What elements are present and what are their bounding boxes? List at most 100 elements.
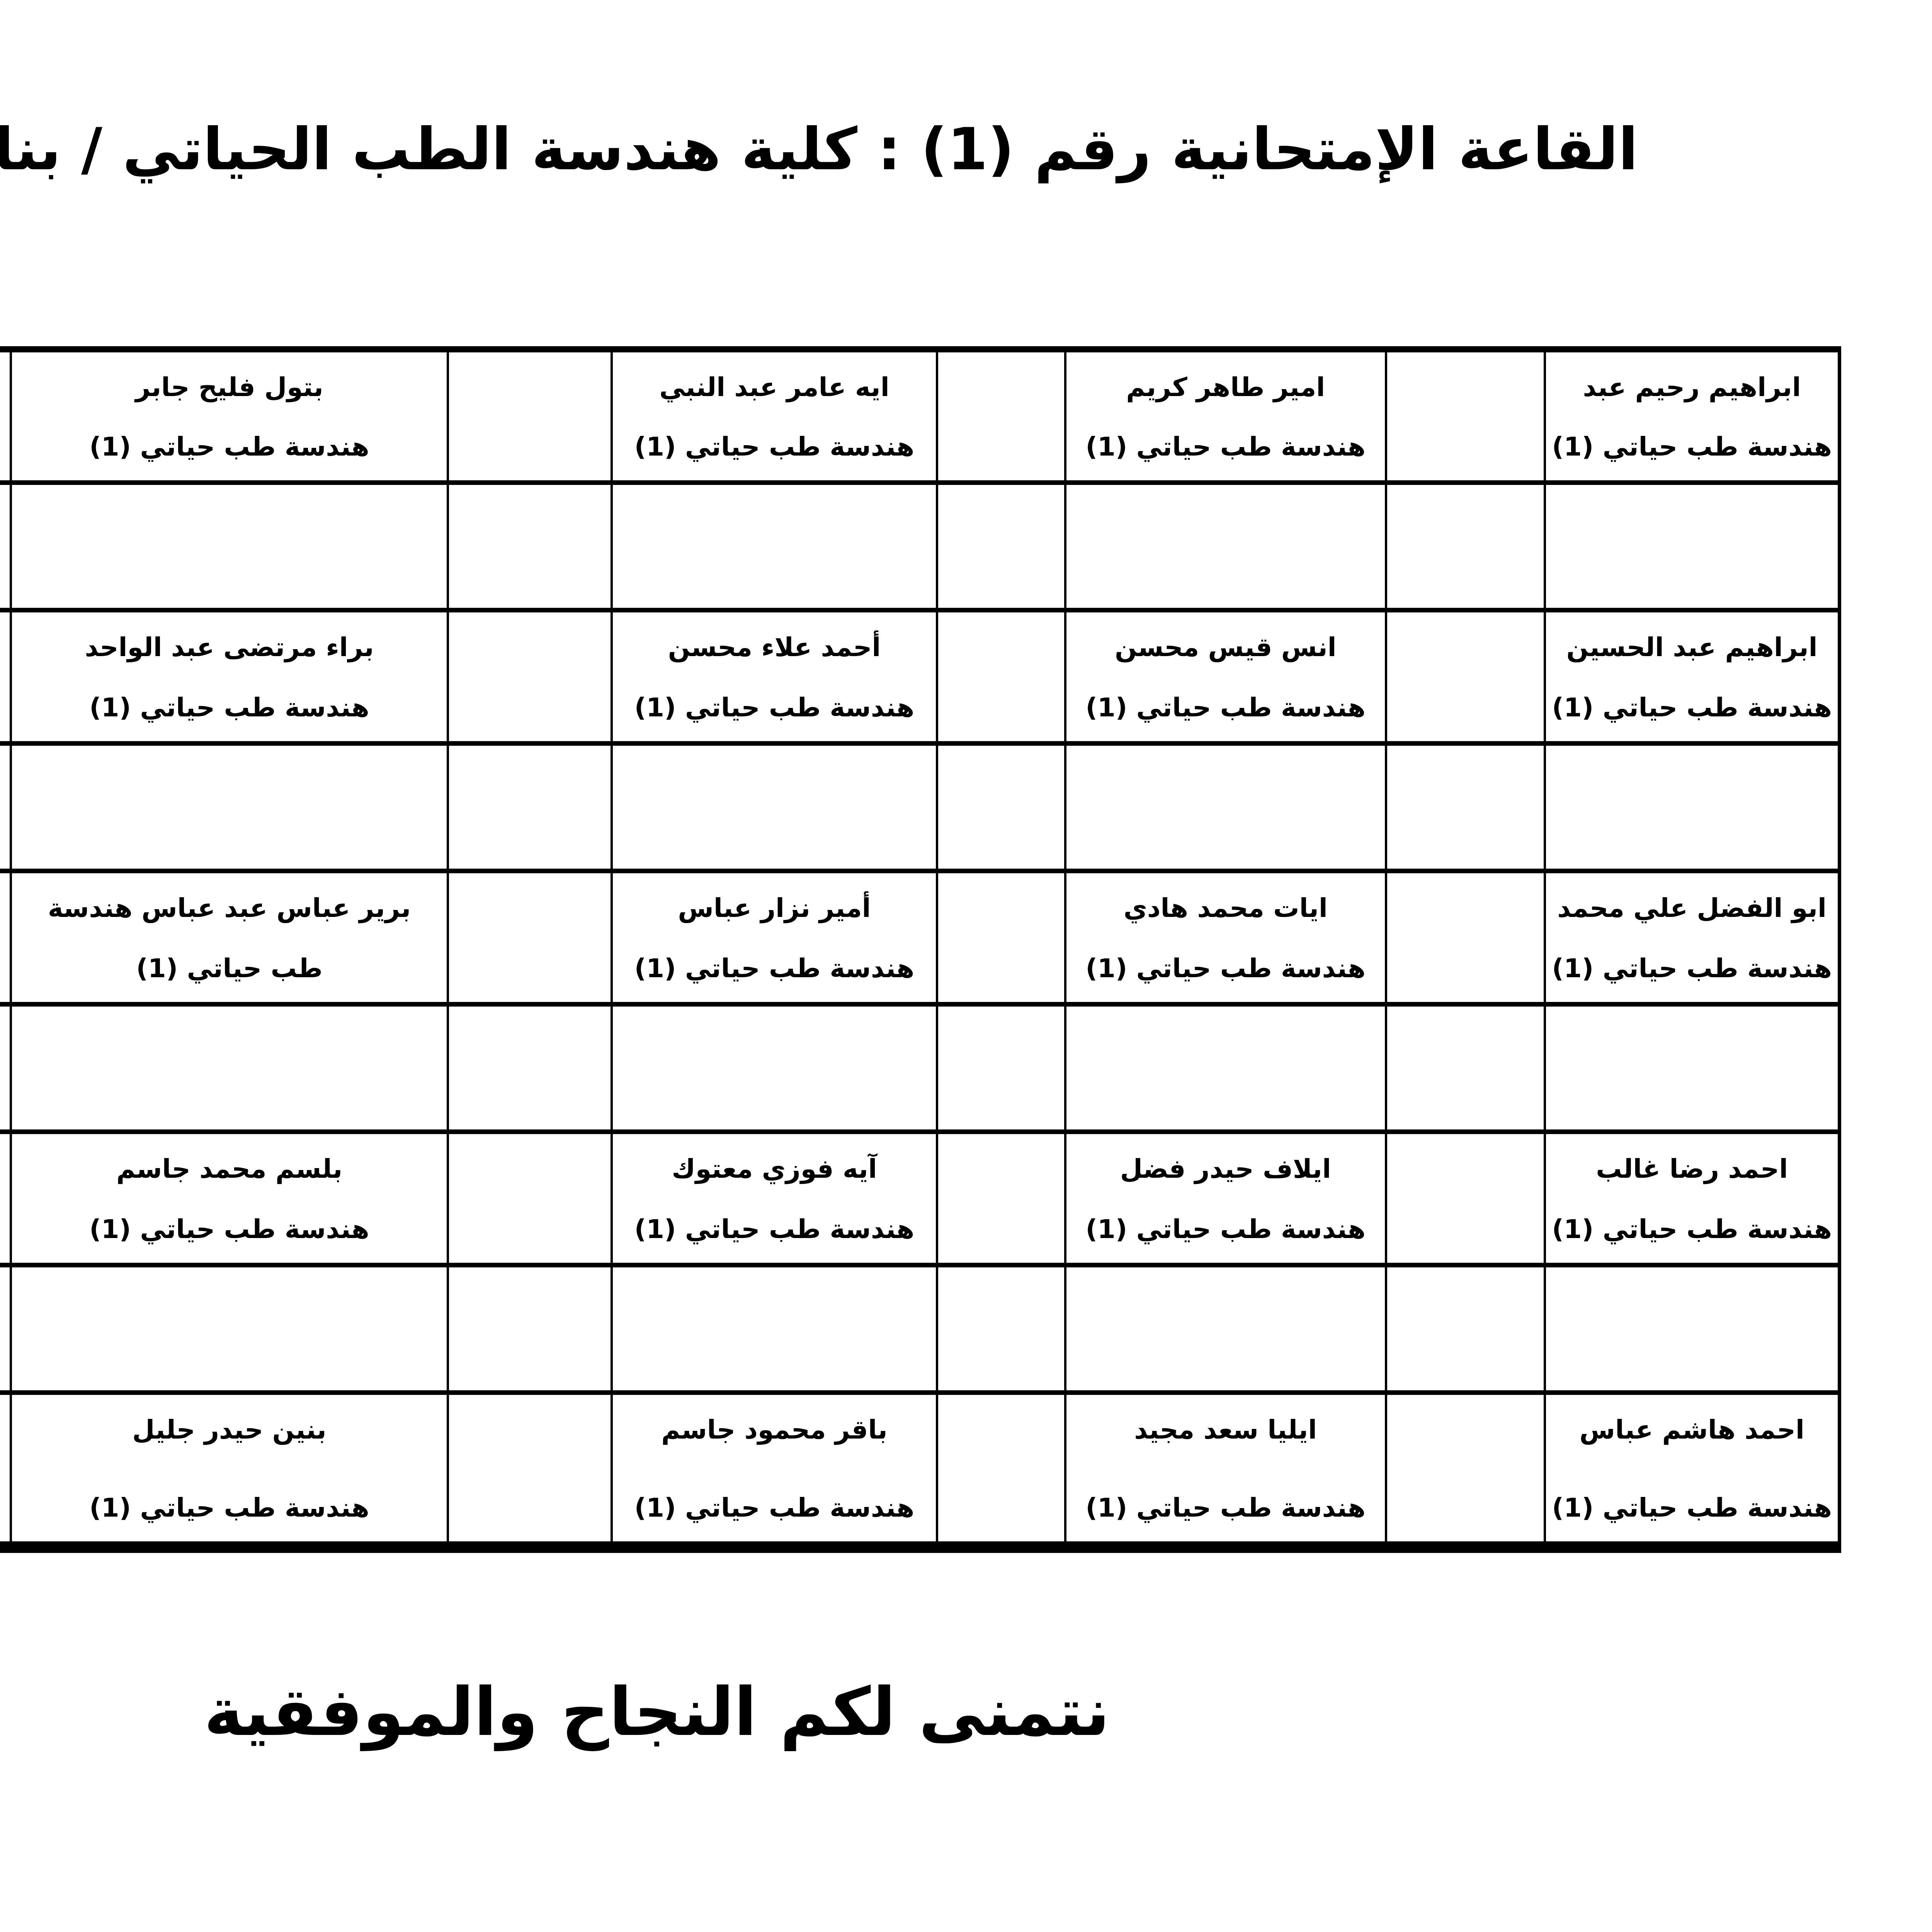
empty-cell (10, 480, 449, 612)
course-label: هندسة طب حياتي (1) (1085, 431, 1366, 462)
seat-cell: ايات محمد هادي هندسة طب حياتي (1) (1064, 869, 1387, 1007)
empty-cell (446, 347, 613, 485)
seats-row: ابراهيم رحيم عبد هندسة طب حياتي (1) امير ط… (0, 347, 1841, 485)
student-name: بنين حيدر جليل (132, 1415, 327, 1445)
student-name: ايلاف حيدر فضل (1120, 1154, 1331, 1184)
course-label: هندسة طب حياتي (1) (1552, 692, 1832, 723)
empty-cell (1544, 741, 1841, 873)
empty-cell (936, 608, 1066, 746)
spacer-row (0, 480, 1841, 612)
student-name: احمد رضا غالب (1596, 1154, 1788, 1184)
seats-row: ابراهيم عبد الحسين هندسة طب حياتي (1) انس … (0, 608, 1841, 746)
seat-cell-content: ايه عامر عبد النبي هندسة طب حياتي (1) (614, 354, 935, 478)
student-name: ابراهيم عبد الحسين (1566, 632, 1818, 662)
course-label: هندسة طب حياتي (1) (1552, 1492, 1832, 1523)
empty-cell (611, 480, 939, 612)
course-label: هندسة طب حياتي (1) (1552, 953, 1832, 983)
spacer-row (0, 741, 1841, 873)
seat-cell: أمير نزار عباس هندسة طب حياتي (1) (611, 869, 939, 1007)
seat-cell-content: احمد هاشم عباس هندسة طب حياتي (1) (1547, 1397, 1837, 1541)
empty-cell (446, 480, 613, 612)
empty-cell (1384, 1263, 1546, 1395)
course-label: طب حياتي (1) (136, 953, 323, 983)
empty-cell (0, 1390, 12, 1549)
seats-row: احمد هاشم عباس هندسة طب حياتي (1) ايليا سع… (0, 1390, 1841, 1549)
empty-cell (1384, 1390, 1546, 1549)
empty-cell (1384, 347, 1546, 485)
seat-cell-content: باقر محمود جاسم هندسة طب حياتي (1) (614, 1397, 935, 1541)
student-name: انس قيس محسن (1114, 632, 1337, 662)
empty-cell (936, 869, 1066, 1007)
empty-cell (1064, 741, 1387, 873)
seat-cell-content: ابراهيم عبد الحسين هندسة طب حياتي (1) (1547, 615, 1837, 739)
student-name: امير طاهر كريم (1126, 372, 1325, 402)
seat-cell: باقر محمود جاسم هندسة طب حياتي (1) (611, 1390, 939, 1549)
seat-cell: ابراهيم رحيم عبد هندسة طب حياتي (1) (1544, 347, 1841, 485)
seat-cell: بلسم محمد جاسم هندسة طب حياتي (1) (10, 1129, 449, 1267)
course-label: هندسة طب حياتي (1) (89, 1492, 369, 1523)
empty-cell (1064, 1002, 1387, 1134)
spacer-row (0, 1263, 1841, 1395)
seat-cell: برير عباس عبد عباس هندسة طب حياتي (1) (10, 869, 449, 1007)
page-title: القاعة الإمتحانية رقم (1) : كلية هندسة ا… (0, 116, 1638, 183)
empty-cell (936, 347, 1066, 485)
seat-cell: ايليا سعد مجيد هندسة طب حياتي (1) (1064, 1390, 1387, 1549)
seat-cell-content: ايليا سعد مجيد هندسة طب حياتي (1) (1068, 1397, 1384, 1541)
seat-cell-content: بلسم محمد جاسم هندسة طب حياتي (1) (13, 1136, 446, 1260)
course-label: هندسة طب حياتي (1) (634, 1492, 915, 1523)
course-label: هندسة طب حياتي (1) (634, 692, 915, 723)
seating-table-body: ابراهيم رحيم عبد هندسة طب حياتي (1) امير ط… (0, 347, 1841, 1549)
seat-cell: بتول فليح جابر هندسة طب حياتي (1) (10, 347, 449, 485)
seat-cell: بنين حيدر جليل هندسة طب حياتي (1) (10, 1390, 449, 1549)
empty-cell (936, 480, 1066, 612)
seat-cell: ابو الفضل علي محمد هندسة طب حياتي (1) (1544, 869, 1841, 1007)
seat-cell-content: أحمد علاء محسن هندسة طب حياتي (1) (614, 615, 935, 739)
student-name: باقر محمود جاسم (661, 1415, 888, 1445)
empty-cell (611, 1002, 939, 1134)
empty-cell (1384, 608, 1546, 746)
empty-cell (936, 741, 1066, 873)
empty-cell (1384, 480, 1546, 612)
seat-cell: آيه فوزي معتوك هندسة طب حياتي (1) (611, 1129, 939, 1267)
student-name: ايليا سعد مجيد (1134, 1415, 1317, 1445)
seat-cell-content: ايلاف حيدر فضل هندسة طب حياتي (1) (1068, 1136, 1384, 1260)
seat-cell-content: بنين حيدر جليل هندسة طب حياتي (1) (13, 1397, 446, 1541)
seat-cell: ابراهيم عبد الحسين هندسة طب حياتي (1) (1544, 608, 1841, 746)
empty-cell (936, 1129, 1066, 1267)
empty-cell (446, 1129, 613, 1267)
course-label: هندسة طب حياتي (1) (1085, 1214, 1366, 1244)
seating-table: ابراهيم رحيم عبد هندسة طب حياتي (1) امير ط… (0, 346, 1841, 1553)
seat-cell-content: انس قيس محسن هندسة طب حياتي (1) (1068, 615, 1384, 739)
seating-table-container: ابراهيم رحيم عبد هندسة طب حياتي (1) امير ط… (0, 346, 1841, 1553)
seat-cell-content: امير طاهر كريم هندسة طب حياتي (1) (1068, 354, 1384, 478)
empty-cell (0, 347, 12, 485)
course-label: هندسة طب حياتي (1) (89, 431, 369, 462)
empty-cell (0, 1002, 12, 1134)
empty-cell (1064, 480, 1387, 612)
seat-cell: احمد هاشم عباس هندسة طب حياتي (1) (1544, 1390, 1841, 1549)
student-name: احمد هاشم عباس (1579, 1415, 1804, 1445)
empty-cell (1544, 1002, 1841, 1134)
course-label: هندسة طب حياتي (1) (1085, 692, 1366, 723)
empty-cell (446, 1002, 613, 1134)
student-name: ايات محمد هادي (1123, 893, 1328, 923)
seat-cell-content: براء مرتضى عبد الواحد هندسة طب حياتي (1) (13, 615, 446, 739)
empty-cell (611, 741, 939, 873)
empty-cell (0, 608, 12, 746)
seat-cell-content: بتول فليح جابر هندسة طب حياتي (1) (13, 354, 446, 478)
empty-cell (1544, 480, 1841, 612)
student-name: ابو الفضل علي محمد (1557, 893, 1827, 923)
empty-cell (1384, 869, 1546, 1007)
empty-cell (0, 480, 12, 612)
student-name: بلسم محمد جاسم (116, 1154, 343, 1184)
seat-cell-content: آيه فوزي معتوك هندسة طب حياتي (1) (614, 1136, 935, 1260)
student-name: بتول فليح جابر (135, 372, 323, 402)
student-name: أمير نزار عباس (678, 893, 871, 923)
empty-cell (0, 869, 12, 1007)
seat-cell: أحمد علاء محسن هندسة طب حياتي (1) (611, 608, 939, 746)
empty-cell (1064, 1263, 1387, 1395)
student-name: ابراهيم رحيم عبد (1583, 372, 1801, 402)
course-label: هندسة طب حياتي (1) (1552, 431, 1832, 462)
course-label: هندسة طب حياتي (1) (634, 431, 915, 462)
course-label: هندسة طب حياتي (1) (89, 692, 369, 723)
